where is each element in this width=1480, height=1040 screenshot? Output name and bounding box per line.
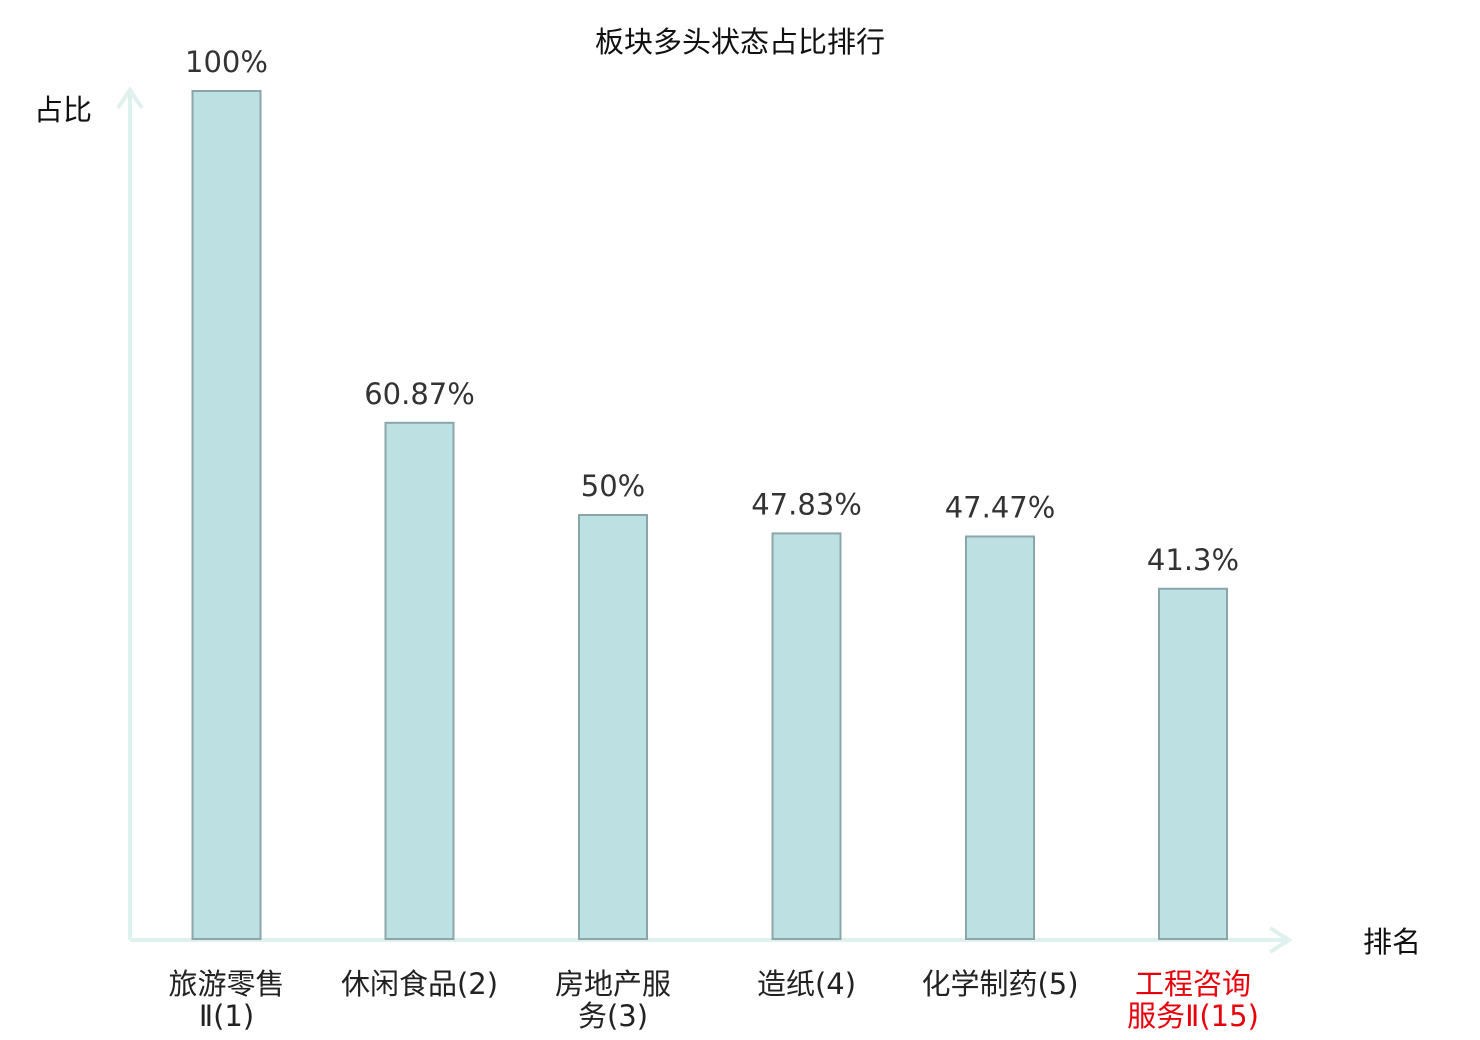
category-labels: 旅游零售 Ⅱ(1) 休闲食品(2) 房地产服务(3) 造纸(4) 化学制药(5) 工程咨询服… xyxy=(168,967,1258,1033)
y-axis-label: 占比 xyxy=(34,93,92,127)
value-label-1: 100% xyxy=(185,45,268,79)
category-label-line: 工程咨询 xyxy=(1135,967,1251,1001)
bar-5 xyxy=(965,535,1035,940)
value-label-3: 50% xyxy=(581,469,645,503)
chart-title: 板块多头状态占比排行 xyxy=(595,25,885,59)
category-label-5: 化学制药(5) xyxy=(921,967,1078,1001)
bar-3 xyxy=(578,514,648,940)
bar-2 xyxy=(384,421,455,940)
value-label-2: 60.87% xyxy=(364,377,475,411)
y-axis-arrow-icon xyxy=(116,86,144,110)
category-label-4: 造纸(4) xyxy=(757,967,856,1001)
category-label-3: 房地产服务(3) xyxy=(555,967,671,1033)
category-label-2: 休闲食品(2) xyxy=(341,967,498,1001)
axes xyxy=(116,86,1293,954)
category-label-line: 房地产服 xyxy=(555,967,671,1001)
category-label-line: 造纸(4) xyxy=(757,967,856,1001)
category-label-line: 服务Ⅱ(15) xyxy=(1127,999,1259,1033)
value-label-5: 47.47% xyxy=(945,490,1056,524)
bar-4 xyxy=(771,532,842,940)
bars xyxy=(191,90,1228,940)
bar-1 xyxy=(191,90,262,940)
bar-6 xyxy=(1158,587,1228,940)
x-axis-label: 排名 xyxy=(1363,925,1421,959)
category-label-line: 化学制药(5) xyxy=(921,967,1078,1001)
category-label-line: 旅游零售 xyxy=(168,967,284,1001)
category-label-line: 务(3) xyxy=(578,999,648,1033)
x-axis-arrow-icon xyxy=(1268,926,1293,954)
category-label-6: 工程咨询服务Ⅱ(15) xyxy=(1127,967,1259,1033)
value-label-4: 47.83% xyxy=(751,487,862,521)
category-label-line: 休闲食品(2) xyxy=(341,967,498,1001)
category-label-line: Ⅱ(1) xyxy=(199,999,254,1033)
value-label-6: 41.3% xyxy=(1147,543,1239,577)
value-labels: 100% 60.87% 50% 47.83% 47.47% 41.3% xyxy=(185,45,1239,577)
category-label-1: 旅游零售 Ⅱ(1) xyxy=(168,967,284,1033)
